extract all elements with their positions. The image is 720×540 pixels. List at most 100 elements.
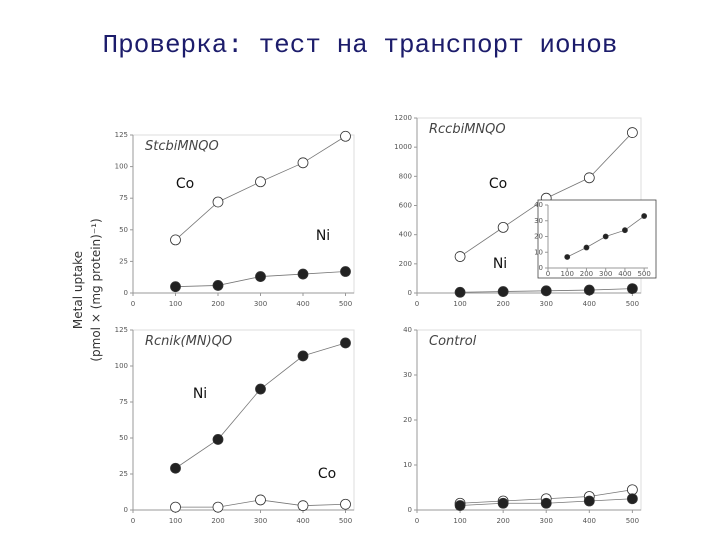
y-tick-label: 75 <box>119 194 128 202</box>
y-tick-label: 10 <box>534 248 543 256</box>
x-tick-label: 200 <box>496 517 509 525</box>
y-tick-label: 800 <box>399 172 412 180</box>
y-axis-label-units: (pmol × (mg protein)⁻¹) <box>89 218 103 361</box>
series-label: Ni <box>193 386 207 402</box>
data-point <box>622 227 628 234</box>
x-tick-label: 500 <box>339 300 352 308</box>
y-tick-label: 0 <box>408 506 412 514</box>
x-tick-label: 200 <box>211 517 224 525</box>
x-tick-label: 0 <box>415 517 419 525</box>
y-tick-label: 50 <box>119 434 128 442</box>
data-point <box>497 497 509 509</box>
x-tick-label: 400 <box>618 270 631 278</box>
data-point <box>626 127 638 138</box>
x-tick-label: 400 <box>296 300 309 308</box>
data-point <box>626 283 638 295</box>
y-tick-label: 0 <box>539 264 543 272</box>
y-tick-label: 20 <box>403 416 412 424</box>
x-tick-label: 100 <box>453 300 466 308</box>
data-point <box>454 251 466 262</box>
x-tick-label: 0 <box>131 300 135 308</box>
data-point <box>297 500 309 512</box>
x-tick-label: 300 <box>254 517 267 525</box>
x-tick-label: 0 <box>546 270 550 278</box>
data-point <box>583 495 595 507</box>
x-tick-label: 300 <box>254 300 267 308</box>
data-point <box>454 500 466 511</box>
y-tick-label: 0 <box>408 289 412 297</box>
data-point <box>454 286 466 298</box>
slide-title: Проверка: тест на транспорт ионов <box>103 30 618 60</box>
data-point <box>583 284 595 296</box>
y-tick-label: 25 <box>119 257 128 265</box>
panel-title: Rcnik(MN)QO <box>145 334 232 349</box>
y-tick-label: 125 <box>115 131 128 139</box>
x-tick-label: 200 <box>211 300 224 308</box>
x-tick-label: 500 <box>637 270 650 278</box>
series-label: Ni <box>493 256 507 272</box>
x-tick-label: 100 <box>169 517 182 525</box>
x-tick-label: 400 <box>583 517 596 525</box>
x-tick-label: 300 <box>540 517 553 525</box>
data-point <box>340 498 351 510</box>
panel-title: Control <box>429 334 477 349</box>
y-axis-label: Metal uptake <box>71 251 85 329</box>
data-point <box>297 157 309 169</box>
data-point <box>340 130 351 142</box>
x-tick-label: 500 <box>339 517 352 525</box>
y-tick-label: 25 <box>119 470 128 478</box>
data-point <box>583 244 590 251</box>
data-point <box>497 286 509 297</box>
y-tick-label: 1000 <box>394 143 412 151</box>
y-tick-label: 125 <box>115 326 128 334</box>
y-tick-label: 0 <box>124 506 128 514</box>
data-point <box>212 280 224 291</box>
y-tick-label: 200 <box>399 260 412 268</box>
x-tick-label: 300 <box>599 270 612 278</box>
x-tick-label: 200 <box>496 300 509 308</box>
y-tick-label: 0 <box>124 289 128 297</box>
data-point <box>255 494 266 506</box>
y-tick-label: 30 <box>403 371 412 379</box>
y-tick-label: 600 <box>399 202 412 210</box>
y-tick-label: 1200 <box>394 114 412 122</box>
x-tick-label: 300 <box>540 300 553 308</box>
data-point <box>170 462 181 474</box>
y-tick-label: 100 <box>115 362 128 370</box>
data-point <box>583 172 595 184</box>
y-tick-label: 10 <box>403 461 412 469</box>
data-point <box>255 383 266 395</box>
y-tick-label: 50 <box>119 226 128 234</box>
data-point <box>497 221 509 233</box>
x-tick-label: 400 <box>583 300 596 308</box>
data-point <box>540 497 552 509</box>
data-point <box>540 285 552 297</box>
series-label: Co <box>176 176 194 192</box>
y-tick-label: 40 <box>534 201 543 209</box>
x-tick-label: 200 <box>580 270 593 278</box>
y-tick-label: 40 <box>403 326 412 334</box>
y-tick-label: 100 <box>115 163 128 171</box>
panel-title: RccbiMNQO <box>429 122 506 137</box>
panel-title: StcbiMNQO <box>145 139 219 154</box>
y-tick-label: 20 <box>534 233 543 241</box>
y-tick-label: 30 <box>534 217 543 225</box>
x-tick-label: 100 <box>561 270 574 278</box>
data-point <box>212 196 224 208</box>
x-tick-label: 500 <box>626 517 639 525</box>
data-point <box>255 271 266 282</box>
inset-frame <box>537 199 657 279</box>
data-point <box>297 268 309 280</box>
series-label: Co <box>489 176 507 192</box>
x-tick-label: 400 <box>296 517 309 525</box>
x-tick-label: 0 <box>131 517 135 525</box>
data-point <box>626 493 638 505</box>
data-point <box>255 176 266 188</box>
data-point <box>564 254 571 260</box>
x-tick-label: 0 <box>415 300 419 308</box>
x-tick-label: 100 <box>169 300 182 308</box>
x-tick-label: 100 <box>453 517 466 525</box>
series-label: Ni <box>316 228 330 244</box>
data-point <box>297 350 309 362</box>
